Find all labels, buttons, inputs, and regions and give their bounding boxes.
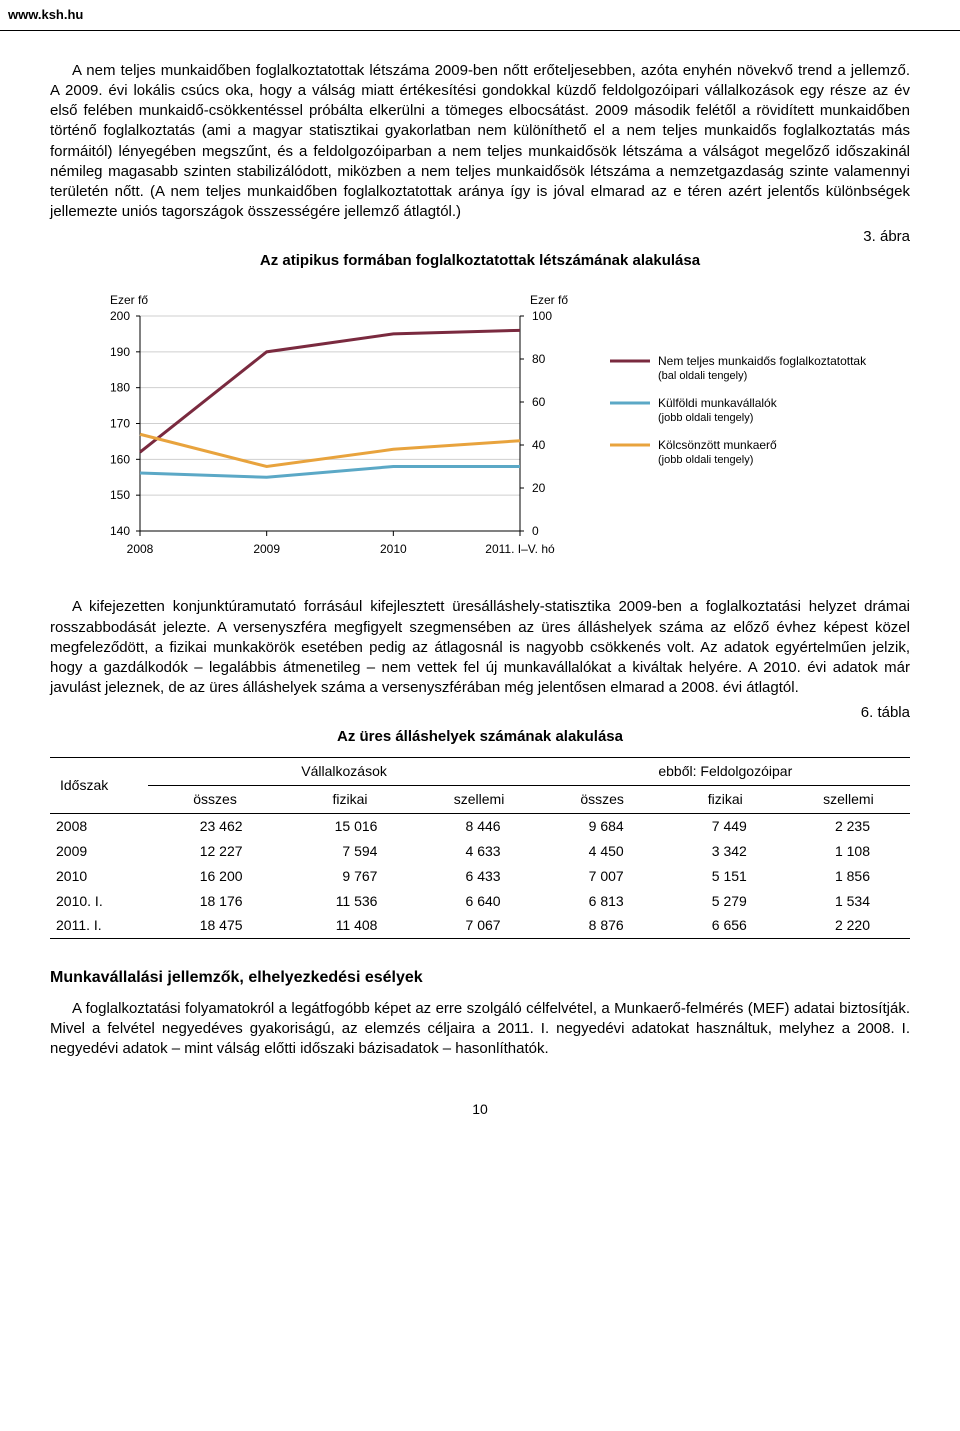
svg-text:Ezer fő: Ezer fő xyxy=(110,293,148,307)
table-label: 6. tábla xyxy=(50,703,910,723)
table-sub-5: fizikai xyxy=(664,785,787,813)
table-sub-6: szellemi xyxy=(787,785,910,813)
table-rowhead: Időszak xyxy=(50,758,148,814)
row-label: 2010 xyxy=(50,864,148,889)
svg-text:160: 160 xyxy=(110,452,130,466)
row-label: 2011. I. xyxy=(50,913,148,938)
row-label: 2009 xyxy=(50,839,148,864)
svg-text:140: 140 xyxy=(110,524,130,538)
chart: Ezer fő Ezer fő 140 150 160 170 180 190 200 0 20 40… xyxy=(50,281,910,587)
cell: 4 450 xyxy=(541,839,664,864)
cell: 9 767 xyxy=(283,864,418,889)
paragraph-2: A kifejezetten konjunktúramutató forrásá… xyxy=(50,597,910,698)
cell: 6 640 xyxy=(417,889,540,914)
cell: 2 220 xyxy=(787,913,910,938)
cell: 3 342 xyxy=(664,839,787,864)
cell: 6 813 xyxy=(541,889,664,914)
table-row: 200912 2277 5944 6334 4503 3421 108 xyxy=(50,839,910,864)
svg-text:150: 150 xyxy=(110,488,130,502)
cell: 7 067 xyxy=(417,913,540,938)
svg-text:Külföldi munkavállalók: Külföldi munkavállalók xyxy=(658,396,778,410)
svg-text:80: 80 xyxy=(532,352,546,366)
cell: 7 449 xyxy=(664,813,787,838)
table-sub-1: összes xyxy=(148,785,283,813)
cell: 1 534 xyxy=(787,889,910,914)
svg-text:Ezer fő: Ezer fő xyxy=(530,293,568,307)
row-label: 2008 xyxy=(50,813,148,838)
header-url: www.ksh.hu xyxy=(0,0,960,31)
svg-text:2010: 2010 xyxy=(380,542,407,556)
svg-text:20: 20 xyxy=(532,481,546,495)
cell: 18 176 xyxy=(148,889,283,914)
svg-text:170: 170 xyxy=(110,417,130,431)
row-label: 2010. I. xyxy=(50,889,148,914)
svg-text:60: 60 xyxy=(532,395,546,409)
cell: 2 235 xyxy=(787,813,910,838)
cell: 6 433 xyxy=(417,864,540,889)
table-group-1: Vállalkozások xyxy=(148,758,541,786)
cell: 18 475 xyxy=(148,913,283,938)
table-sub-3: szellemi xyxy=(417,785,540,813)
cell: 8 876 xyxy=(541,913,664,938)
svg-text:40: 40 xyxy=(532,438,546,452)
svg-text:180: 180 xyxy=(110,381,130,395)
cell: 8 446 xyxy=(417,813,540,838)
svg-text:100: 100 xyxy=(532,309,552,323)
cell: 7 594 xyxy=(283,839,418,864)
svg-text:0: 0 xyxy=(532,524,539,538)
cell: 6 656 xyxy=(664,913,787,938)
cell: 5 151 xyxy=(664,864,787,889)
table-row: 2010. I.18 17611 5366 6406 8135 2791 534 xyxy=(50,889,910,914)
paragraph-1: A nem teljes munkaidőben foglalkoztatott… xyxy=(50,61,910,223)
svg-text:190: 190 xyxy=(110,345,130,359)
table-sub-4: összes xyxy=(541,785,664,813)
table-row: 200823 46215 0168 4469 6847 4492 235 xyxy=(50,813,910,838)
cell: 9 684 xyxy=(541,813,664,838)
table-row: 201016 2009 7676 4337 0075 1511 856 xyxy=(50,864,910,889)
cell: 7 007 xyxy=(541,864,664,889)
table-sub-2: fizikai xyxy=(283,785,418,813)
cell: 1 108 xyxy=(787,839,910,864)
table-group-2: ebből: Feldolgozóipar xyxy=(541,758,910,786)
svg-text:Nem teljes munkaidős foglalkoz: Nem teljes munkaidős foglalkoztatottak xyxy=(658,354,867,368)
cell: 4 633 xyxy=(417,839,540,864)
vacancies-table: Időszak Vállalkozások ebből: Feldolgozói… xyxy=(50,757,910,939)
chart-svg: Ezer fő Ezer fő 140 150 160 170 180 190 200 0 20 40… xyxy=(50,281,910,581)
svg-text:200: 200 xyxy=(110,309,130,323)
cell: 12 227 xyxy=(148,839,283,864)
svg-text:Kölcsönzött munkaerő: Kölcsönzött munkaerő xyxy=(658,438,777,452)
svg-text:(jobb oldali tengely): (jobb oldali tengely) xyxy=(658,454,753,466)
cell: 15 016 xyxy=(283,813,418,838)
table-title: Az üres álláshelyek számának alakulása xyxy=(50,727,910,747)
table-row: 2011. I.18 47511 4087 0678 8766 6562 220 xyxy=(50,913,910,938)
cell: 23 462 xyxy=(148,813,283,838)
figure-title: Az atipikus formában foglalkoztatottak l… xyxy=(50,251,910,271)
svg-text:2011. I–V. hó: 2011. I–V. hó xyxy=(485,542,555,556)
section-heading: Munkavállalási jellemzők, elhelyezkedési… xyxy=(50,967,910,989)
page-number: 10 xyxy=(50,1100,910,1119)
cell: 1 856 xyxy=(787,864,910,889)
cell: 11 536 xyxy=(283,889,418,914)
figure-label: 3. ábra xyxy=(50,227,910,247)
cell: 11 408 xyxy=(283,913,418,938)
svg-text:2009: 2009 xyxy=(253,542,280,556)
cell: 16 200 xyxy=(148,864,283,889)
paragraph-3: A foglalkoztatási folyamatokról a legátf… xyxy=(50,999,910,1060)
cell: 5 279 xyxy=(664,889,787,914)
svg-text:2008: 2008 xyxy=(127,542,154,556)
svg-text:(jobb oldali tengely): (jobb oldali tengely) xyxy=(658,412,753,424)
svg-text:(bal oldali tengely): (bal oldali tengely) xyxy=(658,370,747,382)
